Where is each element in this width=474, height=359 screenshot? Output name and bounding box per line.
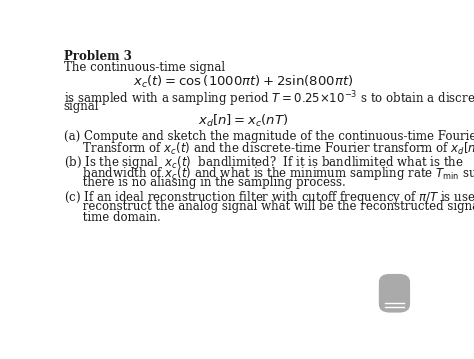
Text: is sampled with a sampling period $T = 0.25{\times}10^{-3}$ s to obtain a discre: is sampled with a sampling period $T = 0… — [64, 89, 474, 109]
Text: $x_d\left[n\right] = x_c\left(nT\right)$: $x_d\left[n\right] = x_c\left(nT\right)$ — [198, 113, 288, 129]
Text: The continuous-time signal: The continuous-time signal — [64, 61, 225, 74]
Text: there is no aliasing in the sampling process.: there is no aliasing in the sampling pro… — [64, 176, 346, 189]
Text: bandwidth of $x_c\left(t\right)$ and what is the minimum sampling rate $T_{\min}: bandwidth of $x_c\left(t\right)$ and wha… — [64, 165, 474, 182]
Text: Problem 3: Problem 3 — [64, 50, 131, 63]
Text: (c) If an ideal reconstruction filter with cutoff frequency of $\pi/T$ is used t: (c) If an ideal reconstruction filter wi… — [64, 189, 474, 206]
Text: $x_c\left(t\right) = \cos\left(1000\pi t\right) + 2\sin(800\pi t)$: $x_c\left(t\right) = \cos\left(1000\pi t… — [133, 74, 353, 90]
Text: (a) Compute and sketch the magnitude of the continuous-time Fourier: (a) Compute and sketch the magnitude of … — [64, 130, 474, 143]
Text: reconstruct the analog signal what will be the reconstructed signal in the: reconstruct the analog signal what will … — [64, 200, 474, 213]
FancyBboxPatch shape — [379, 274, 410, 313]
Text: time domain.: time domain. — [64, 211, 160, 224]
Text: Transform of $x_c\left(t\right)$ and the discrete-time Fourier transform of $x_d: Transform of $x_c\left(t\right)$ and the… — [64, 141, 474, 157]
Text: signal: signal — [64, 100, 99, 113]
Text: (b) Is the signal  $x_c\left(t\right)$  bandlimited?  If it is bandlimited what : (b) Is the signal $x_c\left(t\right)$ ba… — [64, 154, 464, 171]
